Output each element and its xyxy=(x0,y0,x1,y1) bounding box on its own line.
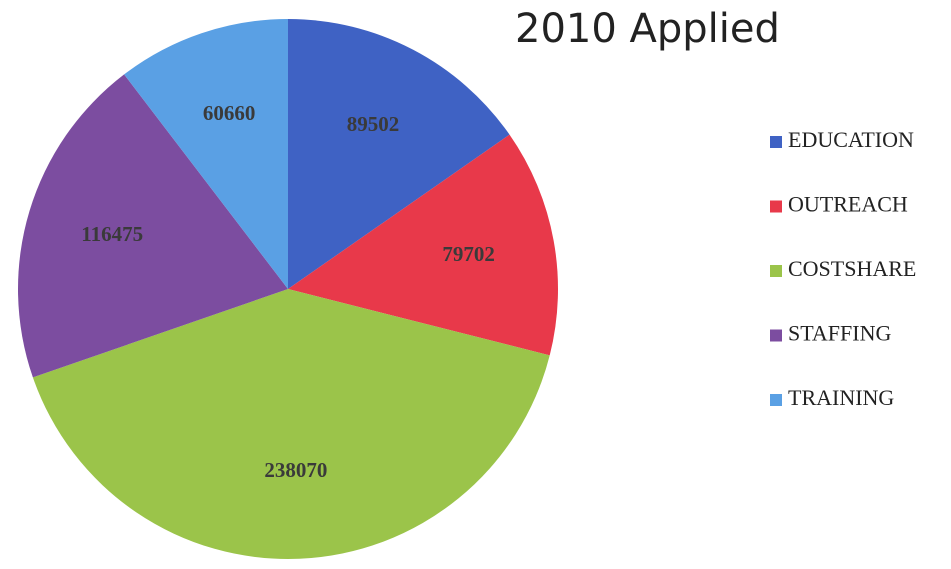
legend-label: TRAINING xyxy=(788,385,894,410)
pie-slice xyxy=(17,74,288,378)
legend-swatch xyxy=(770,394,782,406)
legend-swatch xyxy=(770,136,782,148)
legend-label: STAFFING xyxy=(788,321,891,346)
chart-title: 2010 Applied xyxy=(515,6,780,52)
legend-label: EDUCATION xyxy=(788,127,914,152)
legend-swatch xyxy=(770,329,782,342)
data-label: 60660 xyxy=(203,101,256,125)
data-label: 79702 xyxy=(442,242,495,266)
pie-slice xyxy=(288,19,510,289)
legend-label: COSTSHARE xyxy=(788,256,916,281)
pie-slice xyxy=(288,134,558,356)
legend-label: OUTREACH xyxy=(788,192,908,217)
data-label: 238070 xyxy=(264,458,327,482)
data-label: 116475 xyxy=(81,222,143,246)
legend-swatch xyxy=(770,200,782,213)
pie-slice xyxy=(32,289,550,559)
data-label: 89502 xyxy=(347,112,400,136)
pie-slice xyxy=(124,19,288,289)
legend-swatch xyxy=(770,265,782,277)
